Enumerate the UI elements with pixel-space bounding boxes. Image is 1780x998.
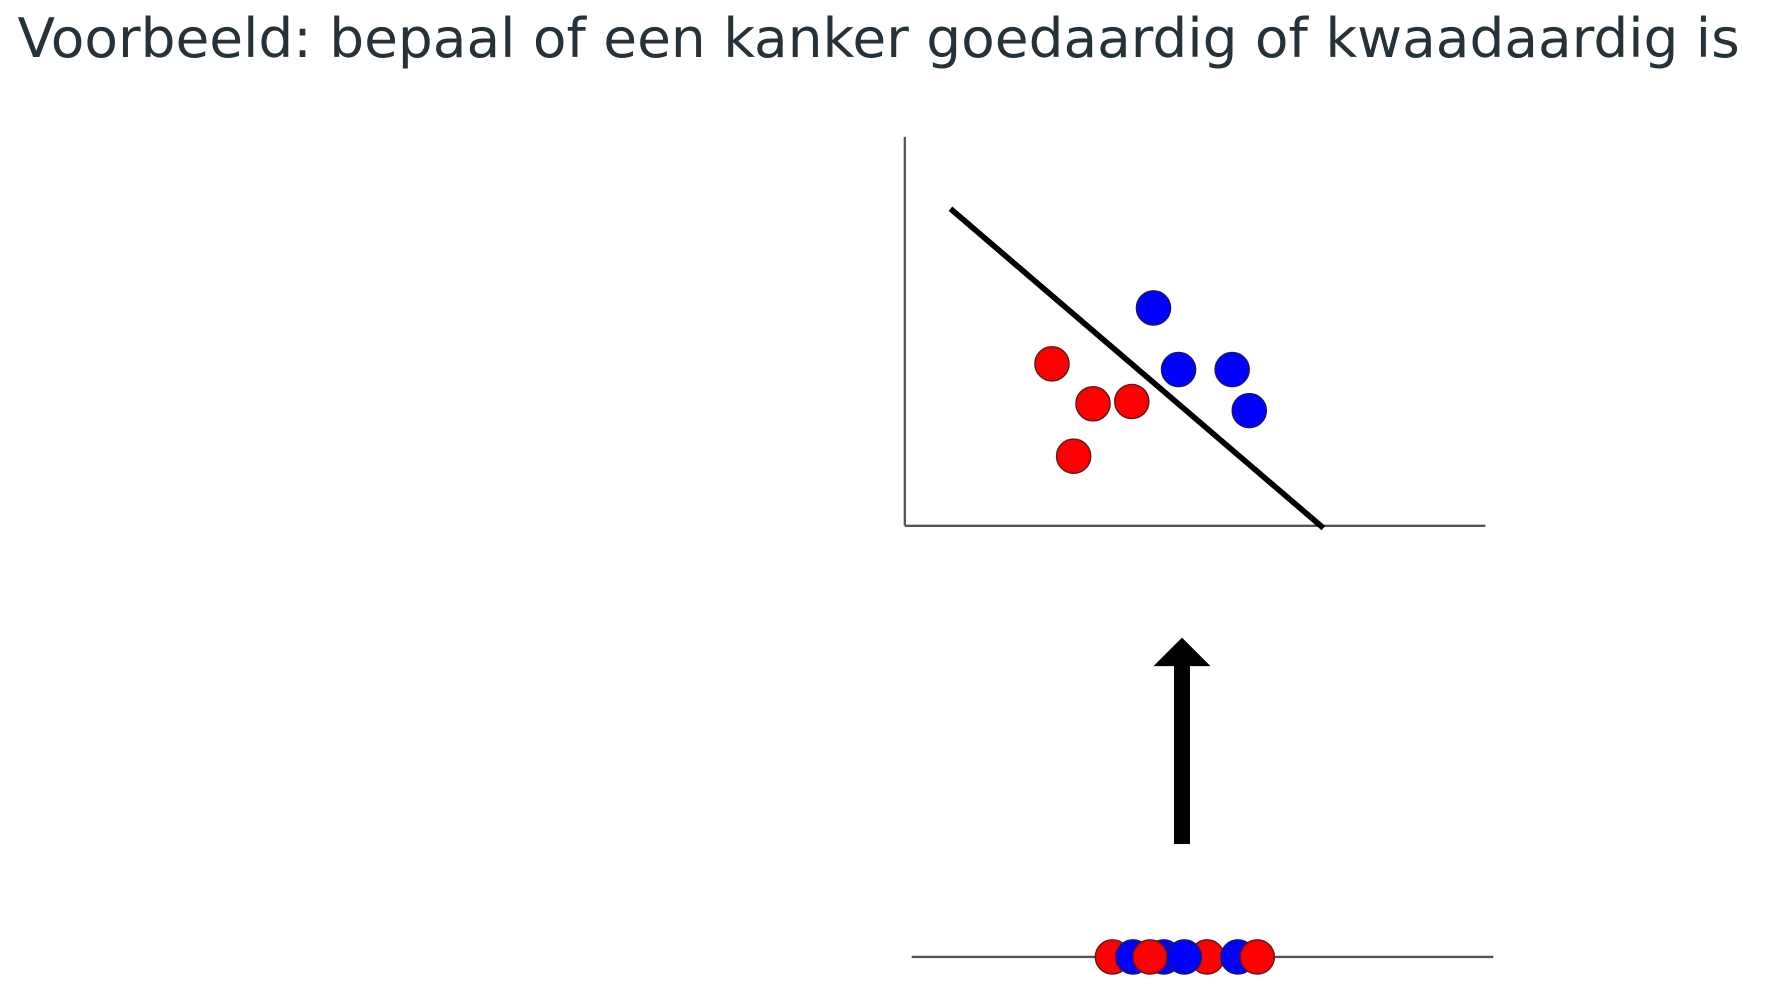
scatter-diagram xyxy=(903,136,1486,531)
red-point xyxy=(1132,939,1168,975)
decision-boundary xyxy=(948,206,1326,531)
arrow-head xyxy=(1153,637,1211,667)
blue-point xyxy=(1166,939,1203,975)
slide-title: Voorbeeld: bepaal of een kanker goedaard… xyxy=(17,6,1739,70)
red-point xyxy=(1114,383,1150,420)
arrow xyxy=(1153,637,1211,845)
red-point xyxy=(1055,438,1092,475)
red-point xyxy=(1034,346,1070,382)
line-diagram xyxy=(911,939,1494,975)
blue-point xyxy=(1231,392,1268,429)
red-point xyxy=(1239,939,1276,975)
red-point xyxy=(1075,385,1111,422)
blue-point xyxy=(1214,351,1250,388)
blue-point xyxy=(1135,290,1172,326)
arrow-shaft xyxy=(1174,661,1190,845)
blue-point xyxy=(1160,351,1197,388)
